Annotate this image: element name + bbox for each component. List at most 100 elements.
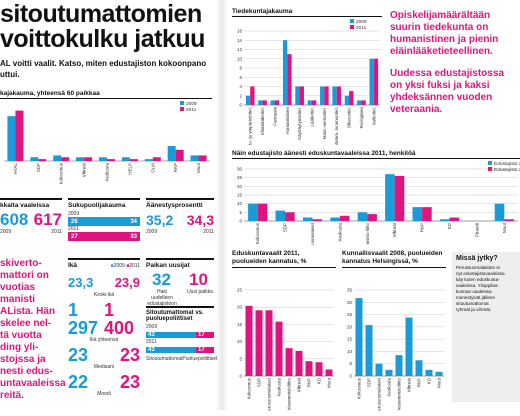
y-tick-label: 20 xyxy=(347,324,353,329)
bar xyxy=(412,207,423,221)
age-rows: 23,3 23,9 Keski-ikä 1 297 1 400 Ikä yhteensä 2… xyxy=(68,274,140,397)
x-tick-label: Valtiotiet. xyxy=(371,107,376,125)
profile-line: skelee nel- xyxy=(0,318,52,329)
legend-swatch xyxy=(488,167,492,171)
y-tick-label: 5 xyxy=(239,210,242,215)
y-tick-label: 25 xyxy=(347,312,353,317)
x-tick-label: Oikeustiet. xyxy=(347,107,352,128)
y-tick-label: 20 xyxy=(237,305,243,310)
y-tick-label: 15 xyxy=(237,322,243,327)
bar xyxy=(425,369,433,376)
bar xyxy=(7,116,16,161)
y-tick-label: 2 xyxy=(239,93,242,98)
x-tick-label: Keskusta xyxy=(337,223,342,242)
stat: 17 xyxy=(196,331,214,338)
year: 2009 xyxy=(0,229,12,235)
bar xyxy=(320,86,325,105)
x-tick-label: Farmasia xyxy=(272,107,277,126)
bar xyxy=(369,58,374,105)
chart: Näin edustajisto äänesti eduskuntavaalei… xyxy=(232,150,520,260)
bar xyxy=(349,91,354,105)
year: 2011 xyxy=(68,226,79,232)
stat-label: Keski-ikä xyxy=(93,292,115,298)
panel-title: kkaita vaaleissa xyxy=(0,202,50,209)
y-tick-label: 12 xyxy=(237,47,243,52)
strip-label: Puoluepoliittiset xyxy=(182,356,218,362)
fact: Uudessa edustajistossa on yksi fuksi ja … xyxy=(390,68,504,115)
bar xyxy=(258,100,263,105)
stat: 1 400 xyxy=(104,300,135,338)
legend-label: 2009 xyxy=(356,19,367,25)
bar xyxy=(248,203,258,221)
bar xyxy=(365,325,373,376)
candidates-panel: kkaita vaaleissa 608 617 2009 2011 xyxy=(0,198,62,235)
stat: 32 xyxy=(152,270,171,289)
fact: Opiskelijamäärältään suurin tiedekunta o… xyxy=(390,10,499,57)
y-tick-label: 4 xyxy=(239,84,242,89)
year: 2009 xyxy=(68,211,80,217)
y-tick-label: 30 xyxy=(347,300,353,305)
gender-panel: Sukupuolijakauma 2009 26 34 2011 27 33 xyxy=(68,198,140,241)
x-tick-label: Muut xyxy=(327,377,332,388)
stat: 23,9 xyxy=(114,275,140,290)
stat: 43 xyxy=(146,331,196,338)
bar xyxy=(324,86,329,105)
bar xyxy=(494,203,505,221)
x-tick-label: Vihreät xyxy=(297,377,302,392)
bar xyxy=(373,58,379,105)
x-tick-label: KD xyxy=(317,377,322,384)
gender-strip: 27 33 xyxy=(68,232,140,241)
legend-label: 2011 xyxy=(129,263,140,269)
x-tick-label: Kokoomus xyxy=(255,222,260,244)
bar xyxy=(262,100,267,105)
panel-title: Ikä xyxy=(68,262,78,269)
x-tick-label: RKP xyxy=(417,378,422,387)
y-tick-label: 10 xyxy=(237,56,243,61)
chart-title: Näin edustajisto äänesti eduskuntavaalei… xyxy=(232,150,520,159)
x-tick-label: Muut xyxy=(437,377,442,388)
bar xyxy=(394,175,405,221)
year: 2009 xyxy=(146,229,158,235)
bar xyxy=(250,86,255,105)
x-tick-label: KD xyxy=(427,377,432,384)
page-gutter xyxy=(216,0,228,410)
stat: 1 297 xyxy=(68,300,99,338)
bar xyxy=(361,100,366,105)
bar xyxy=(121,157,130,161)
bar xyxy=(275,210,286,221)
y-tick-label: 0 xyxy=(239,374,242,379)
x-tick-label: Muut xyxy=(196,162,201,173)
x-tick-label: Teologinen xyxy=(359,107,364,129)
x-tick-label: Vihreät xyxy=(407,377,412,392)
bar xyxy=(295,350,303,376)
bar xyxy=(107,159,116,161)
year: 2011 xyxy=(146,339,157,345)
sidebar-line: vaaleissa. Ylioppilas- xyxy=(456,283,499,288)
x-tick-label: Kokoomus xyxy=(357,377,362,399)
bar xyxy=(449,217,460,221)
lead: AL voitti vaalit. Katso, miten edustajis… xyxy=(0,58,206,80)
stat: 10 xyxy=(189,270,208,289)
legend-swatch xyxy=(488,161,492,165)
bar xyxy=(312,100,317,105)
bar xyxy=(76,157,85,161)
bar xyxy=(357,212,368,221)
y-tick-label: 14 xyxy=(237,38,243,43)
profile-line: ALista. Hän xyxy=(0,306,56,317)
y-tick-label: 16 xyxy=(237,29,243,34)
y-tick-label: 15 xyxy=(237,193,243,198)
bar xyxy=(312,219,323,221)
chart-plot: 0 5 10 15 20 25 Kokoomus SDP Perussuomalaiset Kes… xyxy=(237,288,334,414)
x-tick-label: Keskusta xyxy=(277,378,282,397)
panel-title: Sukupuolijakauma xyxy=(68,202,126,209)
chart-plot: 0 5 10 15 20 25 30 Kokoomus SDP Perus-suomalaiset… xyxy=(237,161,520,260)
y-tick-label: 5 xyxy=(349,361,352,366)
x-tick-label: Piraatit xyxy=(474,222,479,237)
bar xyxy=(415,360,423,376)
year: 2011 xyxy=(51,229,62,235)
bar xyxy=(285,212,295,221)
x-tick-label: KD xyxy=(447,222,452,229)
bar xyxy=(167,146,176,161)
profile-line: tä vuotta xyxy=(0,330,42,341)
bar xyxy=(245,305,253,376)
